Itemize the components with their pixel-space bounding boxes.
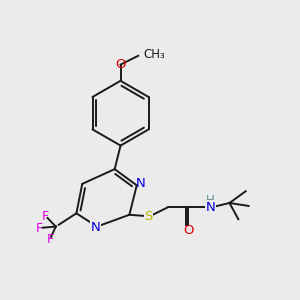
Text: F: F — [42, 210, 49, 223]
Text: F: F — [36, 221, 43, 235]
Text: N: N — [91, 220, 100, 234]
Text: N: N — [206, 201, 215, 214]
Text: O: O — [115, 58, 126, 71]
Text: S: S — [144, 210, 153, 223]
Text: H: H — [206, 194, 215, 207]
Text: CH₃: CH₃ — [143, 48, 165, 61]
Text: N: N — [136, 177, 146, 190]
Text: F: F — [46, 233, 53, 246]
Text: O: O — [183, 224, 194, 237]
